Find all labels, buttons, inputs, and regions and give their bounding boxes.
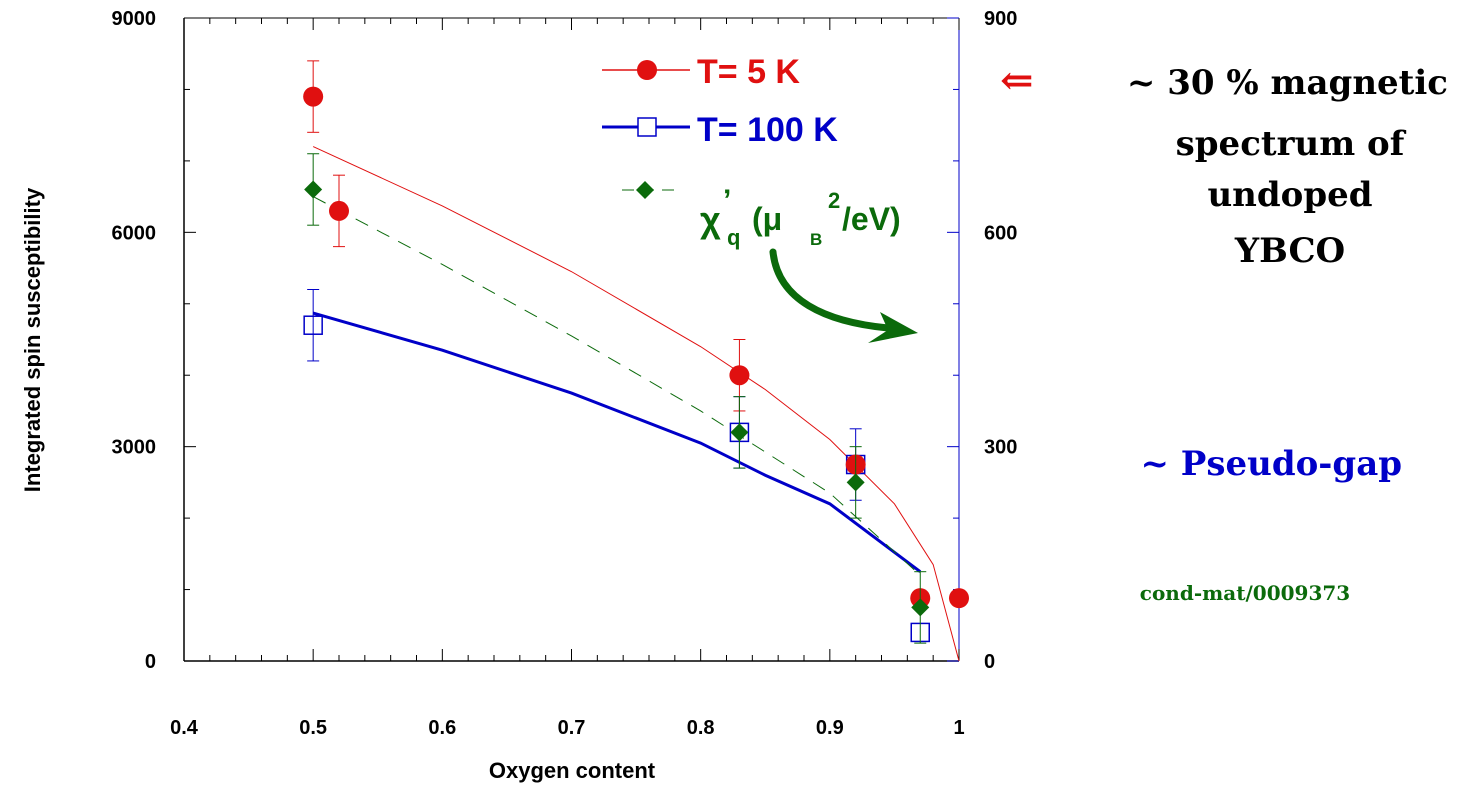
x-tick-label: 0.8 xyxy=(687,717,715,739)
y-tick-label: 6000 xyxy=(112,222,157,244)
fit-curve-2 xyxy=(312,196,921,576)
x-axis-title: Oxygen content xyxy=(489,758,656,783)
y-tick-label: 3000 xyxy=(112,437,157,459)
magnetic-note-line-3: undoped xyxy=(1207,175,1372,215)
chi-mu-open: (μ xyxy=(752,201,782,237)
magnetic-note-line-2: spectrum of xyxy=(1176,124,1407,164)
x-tick-label: 0.4 xyxy=(170,717,199,739)
x-tick-label: 0.7 xyxy=(558,717,586,739)
x-tick-label: 1 xyxy=(953,717,964,739)
data-point-square xyxy=(303,315,323,335)
data-points xyxy=(303,60,969,644)
y2-tick-label: 900 xyxy=(984,8,1017,30)
legend-label-5k: T= 5 K xyxy=(697,53,800,91)
legend-marker-5k xyxy=(637,60,657,80)
y-axis-title: Integrated spin susceptibility xyxy=(20,187,45,492)
fit-curves xyxy=(312,146,960,662)
data-point-diamond xyxy=(911,598,930,617)
data-point-circle xyxy=(303,86,324,107)
data-point-circle xyxy=(329,200,349,221)
y-tick-label: 0 xyxy=(145,651,156,673)
legend-marker-100k xyxy=(637,117,657,137)
magnetic-note-line-4: YBCO xyxy=(1234,231,1345,271)
x-tick-label: 0.9 xyxy=(816,717,844,739)
data-point-circle xyxy=(729,365,750,386)
axes: 0.4 0.5 0.6 0.7 0.8 0.9 1 0 3000 6000 9000 0 300 600 9… xyxy=(112,8,1018,739)
x-tick-label: 0.5 xyxy=(299,717,327,739)
data-point-diamond xyxy=(304,180,323,199)
chi-symbol: χ xyxy=(700,199,721,240)
legend: T= 5 K T= 100 K xyxy=(602,53,838,199)
fit-curve-1 xyxy=(312,311,922,573)
chi-unit: /eV) xyxy=(842,201,901,237)
curved-arrow-icon xyxy=(769,248,918,343)
y2-tick-label: 600 xyxy=(984,222,1017,244)
y-tick-label: 9000 xyxy=(112,8,157,30)
y2-tick-label: 300 xyxy=(984,437,1017,459)
legend-label-100k: T= 100 K xyxy=(697,111,838,149)
chi-subscript-q: q xyxy=(727,225,740,250)
data-point-circle xyxy=(949,588,969,609)
x-tick-label: 0.6 xyxy=(428,717,456,739)
pseudo-gap-note: ~ Pseudo-gap xyxy=(1140,444,1402,484)
reference-note: cond-mat/0009373 xyxy=(1140,581,1350,605)
data-point-diamond xyxy=(846,473,865,492)
magnetic-note-line-1: ~ 30 % magnetic xyxy=(1127,63,1448,103)
chi-subscript-b: B xyxy=(810,230,822,249)
y2-tick-label: 0 xyxy=(984,651,995,673)
data-point-diamond xyxy=(730,423,749,442)
left-arrow-icon: ⇐ xyxy=(1000,57,1034,104)
fit-curve-0 xyxy=(312,146,960,662)
chi-superscript-2: 2 xyxy=(828,188,840,213)
legend-marker-chi xyxy=(636,181,654,199)
chi-label: χ ’ q (μ B 2 /eV) xyxy=(700,184,901,250)
chi-prime: ’ xyxy=(723,184,731,217)
